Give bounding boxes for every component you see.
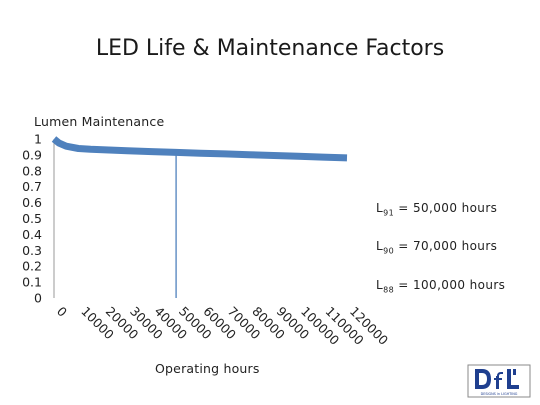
y-tick-label: 0.8 [22, 163, 42, 178]
series-line [51, 136, 348, 162]
y-tick-label: 0.7 [22, 179, 42, 194]
annotation-l90: L90 = 70,000 hours [376, 239, 497, 255]
annotation-l91: L91 = 50,000 hours [376, 201, 497, 217]
annotation-l91-prefix: L [376, 201, 384, 215]
y-tick-label: 0.3 [22, 243, 42, 258]
y-tick-label: 0.6 [22, 195, 42, 210]
annotation-l91-sub: 91 [383, 208, 395, 218]
y-tick-label: 0 [34, 291, 42, 306]
annotation-l88-text: = 100,000 hours [394, 278, 506, 292]
annotation-l90-sub: 90 [383, 246, 395, 256]
y-tick-label: 0.9 [22, 147, 42, 162]
x-tick-label: 0 [54, 304, 70, 320]
y-axis-label: Lumen Maintenance [34, 114, 165, 129]
annotation-l90-prefix: L [376, 239, 384, 253]
y-tick-label: 0.4 [22, 227, 42, 242]
annotation-l91-text: = 50,000 hours [394, 201, 498, 215]
annotation-l90-text: = 70,000 hours [394, 239, 498, 253]
annotation-l88-prefix: L [376, 278, 384, 292]
annotation-l88: L88 = 100,000 hours [376, 278, 505, 294]
y-tick-label: 0.2 [22, 259, 42, 274]
y-tick-label: 1 [34, 132, 42, 147]
y-tick-label: 0.1 [22, 275, 42, 290]
slide-title: LED Life & Maintenance Factors [95, 36, 445, 61]
svg-text:DESIGNS in LIGHTING: DESIGNS in LIGHTING [481, 392, 518, 396]
annotation-l88-sub: 88 [383, 285, 395, 295]
x-axis-label: Operating hours [155, 361, 260, 376]
dfl-logo: DESIGNS in LIGHTING [467, 364, 531, 398]
y-tick-label: 0.5 [22, 211, 42, 226]
